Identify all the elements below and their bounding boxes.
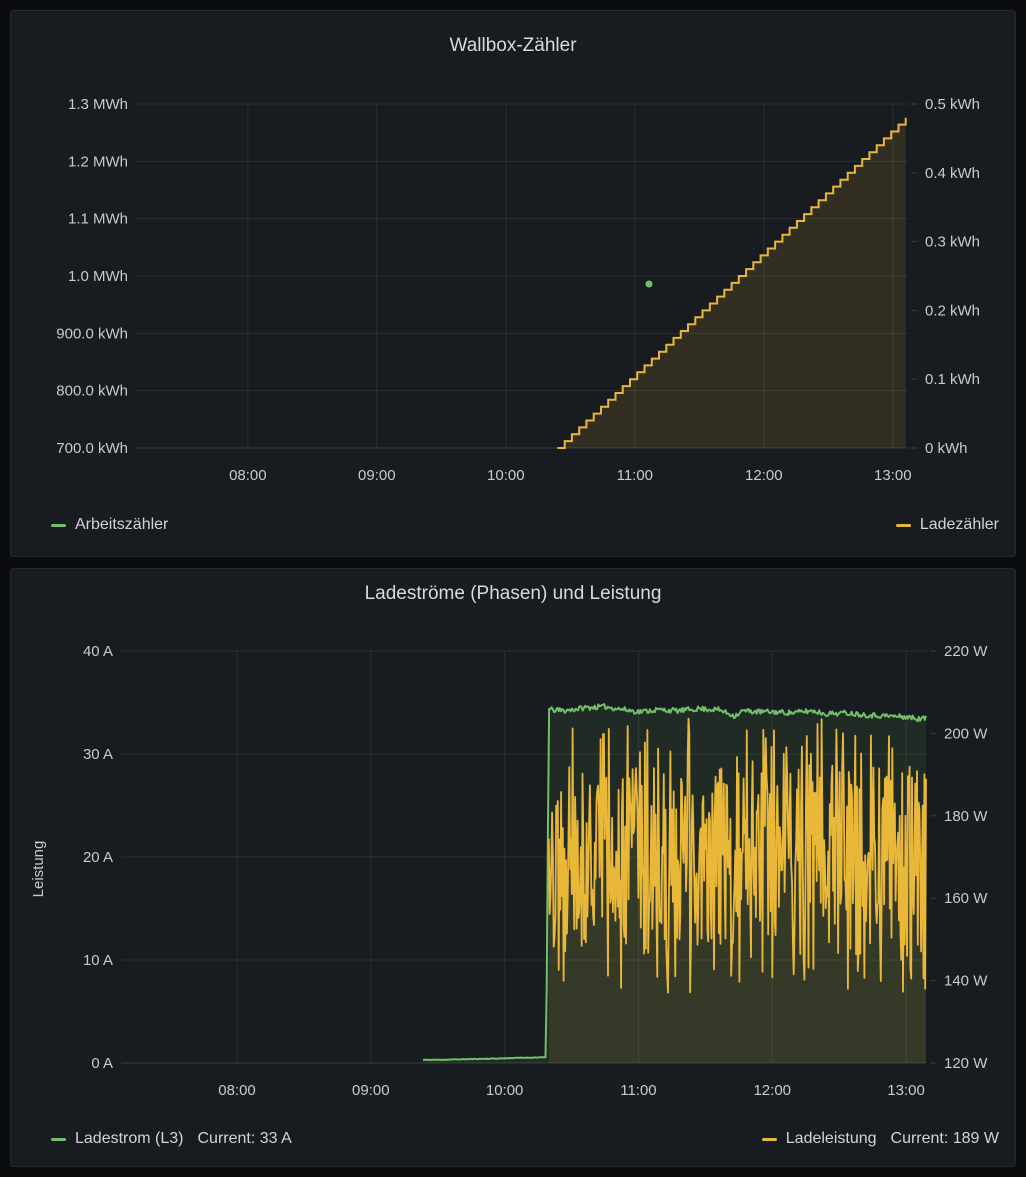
y-tick-label-left: 800.0 kWh xyxy=(56,383,128,400)
legend-label: Ladestrom (L3) xyxy=(75,1130,184,1147)
y-tick-label-left: 900.0 kWh xyxy=(56,325,128,342)
y-tick-label-left: 20 A xyxy=(83,849,113,866)
y-tick-label-left: 10 A xyxy=(83,952,113,969)
x-tick-label: 08:00 xyxy=(229,467,267,484)
y-tick-label-left: 1.1 MWh xyxy=(68,211,128,228)
legend-item-arbeitszaehler[interactable]: Arbeitszähler xyxy=(51,516,168,534)
y-tick-label-left: 700.0 kWh xyxy=(56,440,128,457)
legend-item-ladeleistung[interactable]: Ladeleistung Current: 189 W xyxy=(761,1130,999,1148)
series-point xyxy=(645,280,653,288)
legend-current-value: Current: 33 A xyxy=(197,1130,292,1147)
x-tick-label: 10:00 xyxy=(486,1082,524,1099)
x-tick-label: 11:00 xyxy=(620,1082,656,1099)
legend: Arbeitszähler Ladezähler xyxy=(51,516,999,534)
x-tick-label: 09:00 xyxy=(352,1082,390,1099)
y-tick-label-right: 0.4 kWh xyxy=(925,165,980,182)
y-tick-label-right: 0.3 kWh xyxy=(925,234,980,251)
x-tick-label: 13:00 xyxy=(887,1082,925,1099)
y-tick-label-right: 0.2 kWh xyxy=(925,302,980,319)
y-axis-label: Leistung xyxy=(30,841,47,898)
series-line xyxy=(423,703,927,1062)
y-tick-label-left: 0 A xyxy=(91,1055,113,1072)
series-color-dash xyxy=(761,1137,777,1141)
legend-item-ladezaehler[interactable]: Ladezähler xyxy=(895,516,999,534)
y-tick-label-right: 200 W xyxy=(944,725,988,742)
y-tick-label-left: 40 A xyxy=(83,643,113,660)
x-tick-label: 12:00 xyxy=(753,1082,791,1099)
series-color-dash xyxy=(895,523,911,527)
y-tick-label-right: 0.5 kWh xyxy=(925,96,980,113)
legend-item-ladestrom-l3[interactable]: Ladestrom (L3) Current: 33 A xyxy=(51,1130,292,1148)
time-series-chart[interactable]: 08:00 09:00 10:00 11:00 12:00 13:00 40 A 30 A 20… xyxy=(11,569,1015,1166)
y-tick-label-right: 120 W xyxy=(944,1055,988,1072)
x-tick-label: 09:00 xyxy=(358,467,396,484)
panel-title[interactable]: Wallbox-Zähler xyxy=(449,35,577,56)
series-color-dash xyxy=(51,523,66,527)
panel-wallbox-zaehler: Wallbox-Zähler 08:00 09:00 10:00 11:00 12:00… xyxy=(10,10,1016,557)
x-tick-label: 08:00 xyxy=(218,1082,256,1099)
legend: Ladestrom (L3) Current: 33 A Ladeleistun… xyxy=(51,1130,999,1148)
y-tick-label-left: 1.0 MWh xyxy=(68,268,128,285)
x-tick-label: 13:00 xyxy=(874,467,912,484)
legend-label: Ladeleistung xyxy=(785,1130,877,1147)
y-tick-label-right: 160 W xyxy=(944,890,988,907)
y-tick-label-right: 0 kWh xyxy=(925,440,968,457)
y-tick-label-right: 140 W xyxy=(944,973,988,990)
panel-ladestroeme-leistung: Ladeströme (Phasen) und Leistung 08:00 09… xyxy=(10,568,1016,1167)
legend-label: Ladezähler xyxy=(919,516,999,533)
y-tick-label-left: 30 A xyxy=(83,746,113,763)
x-tick-label: 11:00 xyxy=(617,467,653,484)
time-series-chart[interactable]: 08:00 09:00 10:00 11:00 12:00 13:00 1.3 MWh 1.2… xyxy=(11,11,1015,556)
y-tick-label-left: 1.2 MWh xyxy=(68,153,128,170)
series-color-dash xyxy=(51,1137,66,1141)
series-line xyxy=(547,717,927,994)
y-tick-label-left: 1.3 MWh xyxy=(68,96,128,113)
y-tick-label-right: 220 W xyxy=(944,643,988,660)
x-tick-label: 10:00 xyxy=(487,467,525,484)
x-tick-label: 12:00 xyxy=(745,467,783,484)
series-line xyxy=(557,117,907,449)
legend-current-value: Current: 189 W xyxy=(890,1130,999,1147)
panel-title[interactable]: Ladeströme (Phasen) und Leistung xyxy=(364,583,662,604)
y-tick-label-right: 0.1 kWh xyxy=(925,371,980,388)
y-tick-label-right: 180 W xyxy=(944,808,988,825)
legend-label: Arbeitszähler xyxy=(75,516,169,533)
